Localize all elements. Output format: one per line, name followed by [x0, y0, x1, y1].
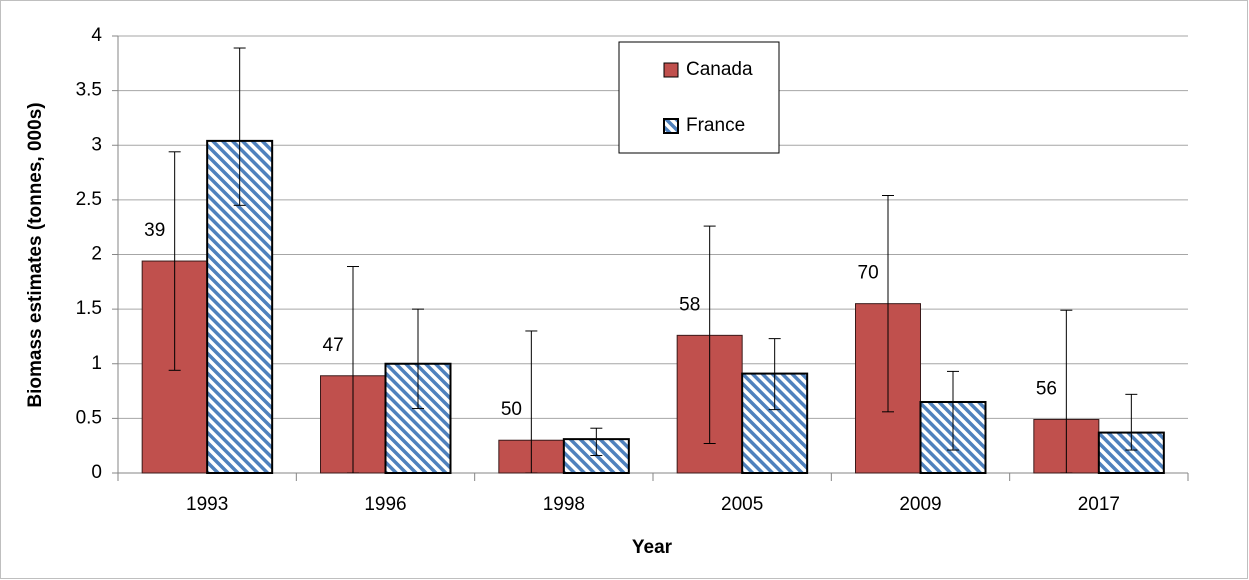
- x-axis-title: Year: [632, 537, 673, 558]
- annotation: 47: [323, 335, 344, 356]
- y-tick-label: 0.5: [76, 407, 102, 428]
- error-bar: [703, 225, 716, 445]
- x-tick-label: 2017: [1078, 494, 1120, 515]
- annotation: 58: [679, 294, 700, 315]
- legend-label: Canada: [686, 59, 753, 80]
- y-tick-label: 3: [91, 134, 102, 155]
- annotation: 39: [144, 220, 165, 241]
- x-tick-label: 1993: [186, 494, 228, 515]
- y-tick-label: 0: [91, 462, 102, 483]
- y-tick-label: 1.5: [76, 298, 102, 319]
- error-bar: [233, 47, 246, 206]
- y-tick-label: 3.5: [76, 80, 102, 101]
- y-tick-label: 2.5: [76, 189, 102, 210]
- error-bar: [882, 195, 894, 413]
- x-tick-label: 2009: [899, 494, 941, 515]
- legend-box: [618, 41, 780, 154]
- error-bar: [168, 151, 181, 371]
- error-bar: [1125, 393, 1138, 451]
- legend-swatch: [663, 62, 679, 78]
- error-bar: [412, 308, 424, 410]
- annotation: 70: [858, 263, 879, 284]
- annotation: 50: [501, 399, 522, 420]
- error-bar: [525, 330, 538, 473]
- error-bar: [768, 338, 781, 411]
- legend: Canada France: [618, 41, 780, 154]
- error-bar: [347, 266, 359, 473]
- legend-label: France: [686, 115, 745, 136]
- x-tick-label: 1996: [364, 494, 406, 515]
- y-tick-label: 1: [91, 353, 102, 374]
- x-tick-label: 2005: [721, 494, 763, 515]
- x-tick-label: 1998: [543, 494, 585, 515]
- legend-swatch: [663, 118, 679, 134]
- y-tick-label: 2: [91, 244, 102, 265]
- error-bar: [590, 427, 603, 457]
- annotation: 56: [1036, 378, 1057, 399]
- y-axis-title: Biomass estimates (tonnes, 000s): [25, 102, 46, 407]
- y-tick-label: 4: [91, 25, 102, 46]
- error-bar: [1060, 309, 1073, 473]
- error-bar: [947, 370, 959, 451]
